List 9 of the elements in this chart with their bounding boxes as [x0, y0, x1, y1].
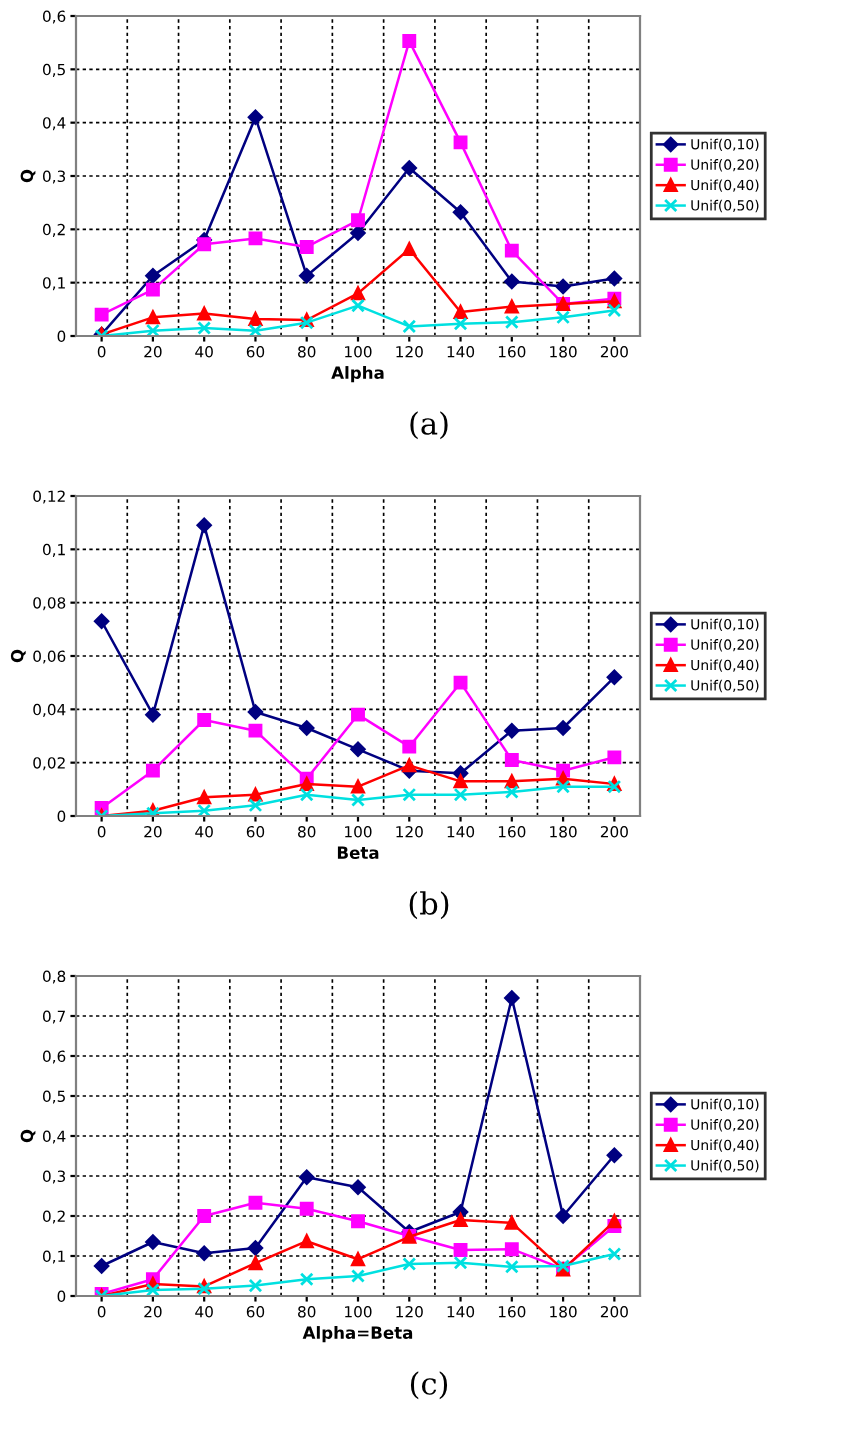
text: (c)	[410, 1371, 448, 1400]
x-axis-title: Beta	[337, 846, 379, 859]
text: (b)	[409, 891, 449, 920]
y-axis-title: Q	[20, 1129, 36, 1143]
x-axis-title: Alpha=Beta	[302, 1326, 413, 1343]
text: (a)	[410, 411, 448, 440]
x-axis-title: Alpha	[331, 366, 384, 383]
y-axis-title: Q	[10, 649, 26, 663]
y-axis-title: Q	[20, 169, 36, 183]
